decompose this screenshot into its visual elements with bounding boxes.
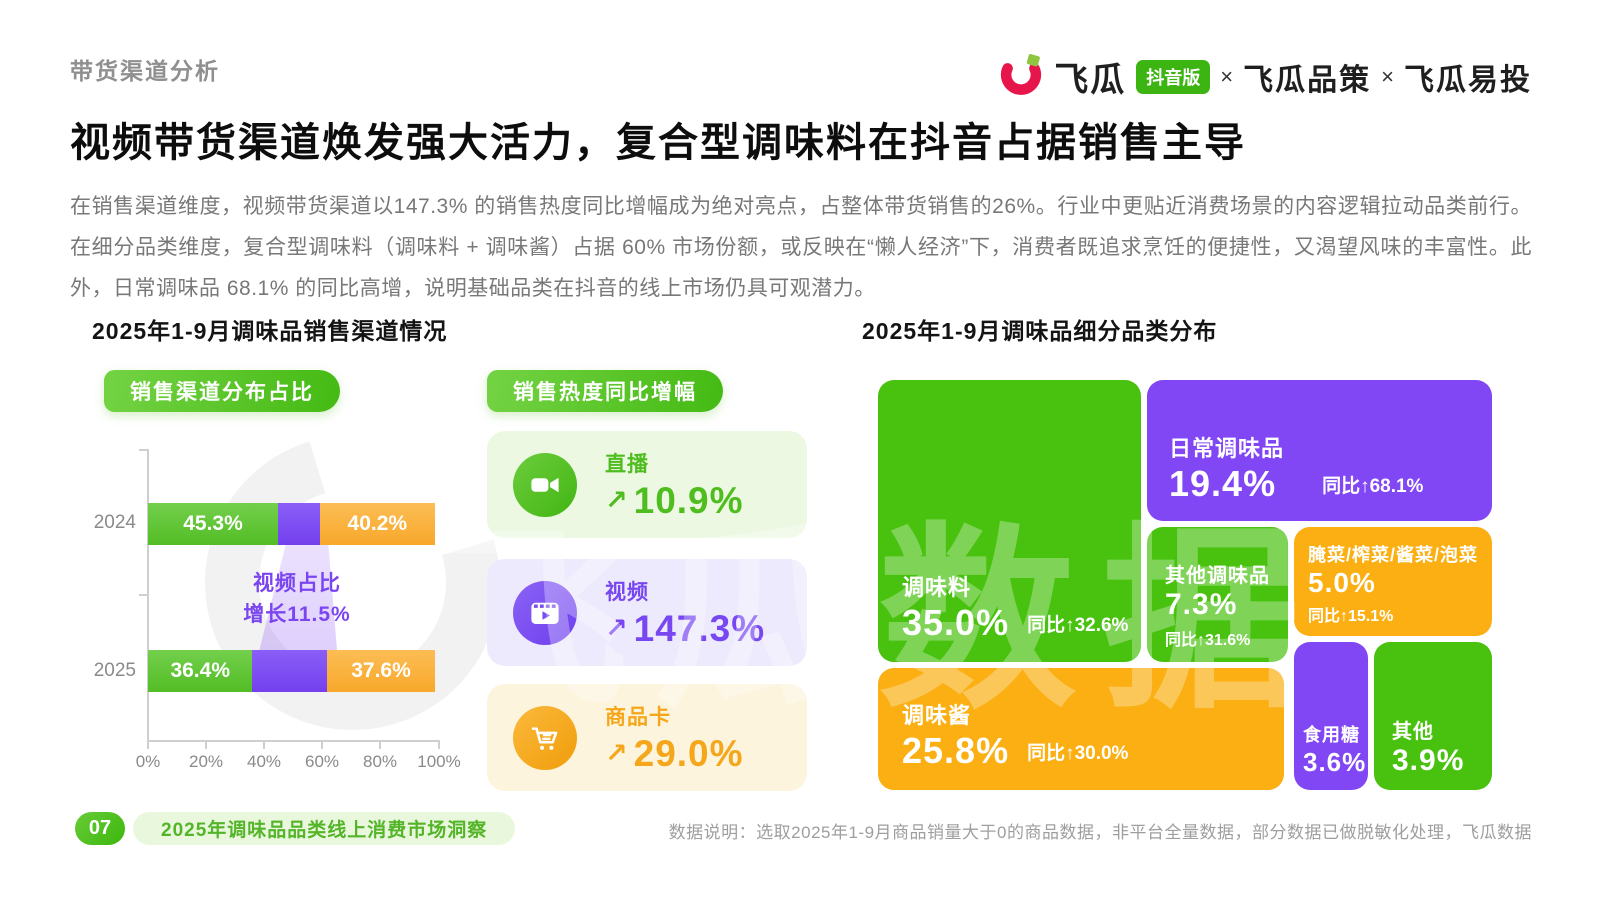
bar-segment-video-2025 bbox=[252, 650, 328, 692]
bar-segment-card-2024: 40.2% bbox=[319, 503, 435, 545]
growth-card-live: 直播 ↗ 10.9% bbox=[487, 431, 807, 538]
x-axis-tick bbox=[205, 741, 207, 749]
treemap-block-qita-tiaoweipin: 其他调味品 7.3% 同比↑31.6% bbox=[1147, 527, 1288, 662]
page-title: 视频带货渠道焕发强大活力，复合型调味料在抖音占据销售主导 bbox=[70, 121, 1246, 165]
shopping-cart-icon bbox=[513, 705, 577, 770]
x-axis-tick bbox=[438, 741, 440, 749]
growth-card-value: 10.9% bbox=[633, 479, 744, 521]
x-axis-tick bbox=[321, 741, 323, 749]
y-axis-tick bbox=[139, 449, 148, 451]
left-chart-title: 2025年1-9月调味品销售渠道情况 bbox=[92, 318, 448, 344]
growth-panel-badge: 销售热度同比增幅 bbox=[487, 370, 723, 412]
treemap-title: 2025年1-9月调味品细分品类分布 bbox=[862, 318, 1218, 344]
video-share-growth-annotation: 视频占比 增长11.5% bbox=[243, 572, 351, 626]
growth-card-label: 直播 bbox=[605, 452, 649, 476]
stacked-bar-2025: 36.4% 37.6% bbox=[148, 650, 435, 692]
video-camera-icon bbox=[513, 452, 577, 517]
x-tick-label: 40% bbox=[246, 752, 282, 771]
up-right-arrow-icon: ↗ bbox=[605, 485, 628, 515]
footer-report-label: 2025年调味品品类线上消费市场洞察 bbox=[133, 812, 516, 845]
bar-segment-live-2025: 36.4% bbox=[148, 650, 253, 692]
page-number-badge: 07 bbox=[75, 812, 125, 845]
treemap-block-yancai: 腌菜/榨菜/酱菜/泡菜 5.0% 同比↑15.1% bbox=[1294, 527, 1492, 636]
feigua-swoosh-logo-icon bbox=[998, 53, 1044, 100]
section-label: 带货渠道分析 bbox=[70, 58, 220, 84]
y-axis-tick bbox=[139, 594, 148, 596]
up-right-arrow-icon: ↗ bbox=[605, 738, 628, 768]
x-axis-tick bbox=[263, 741, 265, 749]
data-disclaimer: 数据说明：选取2025年1-9月商品销量大于0的商品数据，非平台全量数据，部分数… bbox=[668, 823, 1532, 842]
growth-card-label: 商品卡 bbox=[605, 705, 671, 729]
category-label-2025: 2025 bbox=[93, 660, 136, 681]
treemap-block-richang-tiaoweipin: 日常调味品 19.4% 同比↑68.1% bbox=[1147, 380, 1492, 521]
bar-segment-video-2024 bbox=[278, 503, 320, 545]
treemap-block-qita: 其他 3.9% bbox=[1374, 642, 1492, 790]
growth-card-value: 147.3% bbox=[633, 607, 766, 649]
times-separator: × bbox=[1381, 63, 1394, 89]
x-tick-label: 20% bbox=[188, 752, 224, 771]
treemap-block-tiaoweijiang: 调味酱 25.8% 同比↑30.0% bbox=[878, 668, 1284, 790]
x-tick-label: 100% bbox=[417, 752, 461, 771]
growth-card-label: 视频 bbox=[605, 580, 649, 604]
category-label-2024: 2024 bbox=[93, 512, 136, 533]
x-axis-tick bbox=[379, 741, 381, 749]
brand-suffix-yitou: 飞瓜易投 bbox=[1404, 63, 1532, 97]
bar-segment-live-2024: 45.3% bbox=[148, 503, 278, 545]
times-separator: × bbox=[1220, 63, 1234, 89]
y-axis-line bbox=[147, 449, 149, 742]
intro-paragraph: 在销售渠道维度，视频带货渠道以147.3% 的销售热度同比增幅成为绝对亮点，占整… bbox=[70, 195, 1532, 300]
brand-logo-row: 飞瓜 抖音版 × 飞瓜品策 × 飞瓜易投 bbox=[998, 52, 1532, 101]
brand-suffix-pince: 飞瓜品策 bbox=[1243, 63, 1372, 97]
growth-card-product-card: 商品卡 ↗ 29.0% bbox=[487, 684, 807, 791]
left-chart-badge: 销售渠道分布占比 bbox=[104, 370, 340, 412]
film-play-icon bbox=[513, 580, 577, 645]
x-tick-label: 0% bbox=[135, 752, 161, 771]
growth-card-video: 视频 ↗ 147.3% bbox=[487, 559, 807, 666]
bar-segment-card-2025: 37.6% bbox=[327, 650, 435, 692]
x-axis-tick bbox=[147, 741, 149, 749]
douyin-edition-badge: 抖音版 bbox=[1136, 59, 1211, 94]
growth-card-value: 29.0% bbox=[633, 732, 744, 774]
treemap-block-tiaoweiliao: 调味料 35.0% 同比↑32.6% bbox=[878, 380, 1141, 662]
x-tick-label: 80% bbox=[362, 752, 398, 771]
up-right-arrow-icon: ↗ bbox=[605, 613, 628, 643]
treemap-block-shiyongtang: 食用糖 3.6% bbox=[1294, 642, 1368, 790]
x-tick-label: 60% bbox=[304, 752, 340, 771]
brand-name: 飞瓜 bbox=[1054, 61, 1127, 99]
stacked-bar-2024: 45.3% 40.2% bbox=[148, 503, 435, 545]
x-axis-line bbox=[147, 740, 440, 742]
